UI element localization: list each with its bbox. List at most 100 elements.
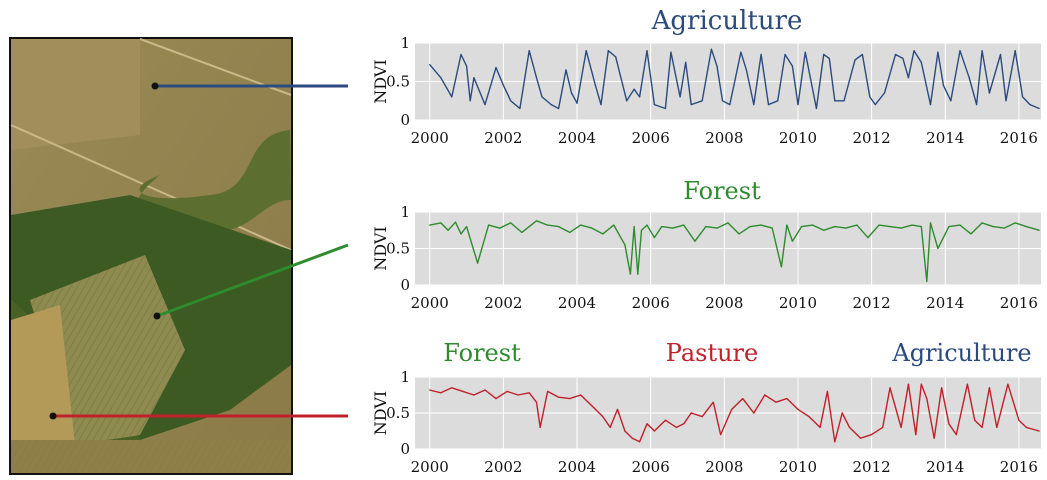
data-point — [760, 53, 762, 56]
data-point — [690, 412, 692, 414]
data-point — [679, 96, 681, 98]
data-point — [701, 416, 703, 418]
x-tick-label: 2010 — [779, 129, 817, 147]
data-point — [447, 229, 449, 231]
data-point — [823, 53, 825, 56]
data-point — [675, 426, 678, 428]
data-point — [640, 229, 643, 231]
data-point — [720, 434, 722, 436]
data-point — [767, 104, 770, 106]
data-point — [1014, 50, 1016, 52]
data-point — [469, 100, 471, 102]
data-point — [801, 226, 803, 228]
data-point — [664, 419, 667, 421]
x-tick-label: 2016 — [1000, 458, 1038, 476]
x-tick-label: 2006 — [632, 294, 670, 312]
chart-forest: 2000 2002 2004 2006 2008 2010 2012 2014 2016 0 0.5… — [371, 203, 1041, 312]
data-point — [854, 59, 856, 61]
x-tick-label: 2012 — [853, 458, 891, 476]
data-point — [1038, 430, 1040, 432]
data-point — [1003, 227, 1005, 229]
data-point — [1018, 419, 1020, 421]
data-point — [451, 387, 453, 389]
data-point — [510, 222, 512, 224]
data-point — [845, 227, 847, 229]
data-point — [867, 237, 869, 239]
data-point — [602, 416, 604, 418]
satellite-image — [9, 37, 293, 475]
data-point — [631, 437, 633, 439]
x-tick-label: 2010 — [779, 294, 817, 312]
data-point — [570, 92, 573, 94]
data-point — [429, 64, 431, 66]
data-point — [716, 65, 718, 67]
data-point — [937, 51, 939, 53]
data-point — [992, 226, 994, 228]
x-tick-label: 2000 — [411, 294, 449, 312]
data-point — [959, 50, 961, 52]
data-point — [558, 396, 560, 398]
data-point — [629, 273, 632, 275]
data-point — [585, 50, 587, 52]
data-point — [786, 224, 788, 226]
data-point — [495, 398, 497, 400]
data-point — [440, 222, 442, 224]
data-point — [473, 77, 475, 79]
data-point — [683, 423, 685, 425]
data-point — [900, 227, 902, 229]
data-point — [594, 84, 597, 86]
x-tick-label: 2006 — [632, 129, 670, 147]
x-tick-label: 2014 — [926, 294, 964, 312]
y-tick-label: 0.5 — [386, 240, 410, 258]
data-point — [948, 423, 950, 425]
data-point — [710, 48, 713, 50]
y-axis-label: NDVI — [371, 391, 390, 435]
data-point — [602, 233, 604, 235]
data-point — [569, 231, 571, 233]
marker-agriculture — [151, 82, 159, 90]
data-point — [760, 224, 762, 226]
x-tick-label: 2006 — [632, 458, 670, 476]
data-point — [484, 104, 486, 106]
data-point — [521, 231, 523, 233]
data-point — [591, 405, 593, 407]
data-point — [607, 50, 609, 52]
data-point — [729, 104, 731, 106]
data-point — [871, 434, 873, 436]
data-point — [775, 401, 777, 403]
data-point — [823, 229, 825, 231]
data-point — [861, 53, 864, 56]
data-point — [633, 226, 635, 228]
x-tick-label: 2000 — [411, 458, 449, 476]
data-point — [920, 226, 922, 228]
data-point — [429, 224, 431, 226]
data-point — [907, 383, 910, 385]
data-point — [670, 51, 672, 53]
data-point — [466, 226, 468, 228]
data-point — [639, 441, 641, 443]
y-tick-label: 0 — [400, 276, 410, 294]
data-point — [539, 426, 541, 428]
x-tick-label: 2008 — [705, 294, 743, 312]
data-point — [937, 247, 939, 250]
x-tick-label: 2014 — [926, 129, 964, 147]
data-point — [646, 224, 648, 226]
data-point — [882, 426, 884, 428]
data-point — [615, 56, 617, 58]
data-point — [913, 50, 915, 52]
data-point — [966, 383, 969, 385]
data-point — [429, 389, 431, 391]
data-point — [981, 222, 983, 224]
data-point — [499, 227, 501, 229]
data-point — [933, 437, 935, 439]
data-point — [745, 69, 748, 71]
y-tick-label: 0 — [400, 440, 410, 458]
data-point — [1005, 100, 1007, 102]
data-point — [968, 77, 970, 79]
x-tick-label: 2000 — [411, 129, 449, 147]
data-point — [791, 240, 794, 242]
data-point — [974, 419, 976, 421]
data-point — [1038, 107, 1040, 110]
data-point — [569, 398, 571, 400]
